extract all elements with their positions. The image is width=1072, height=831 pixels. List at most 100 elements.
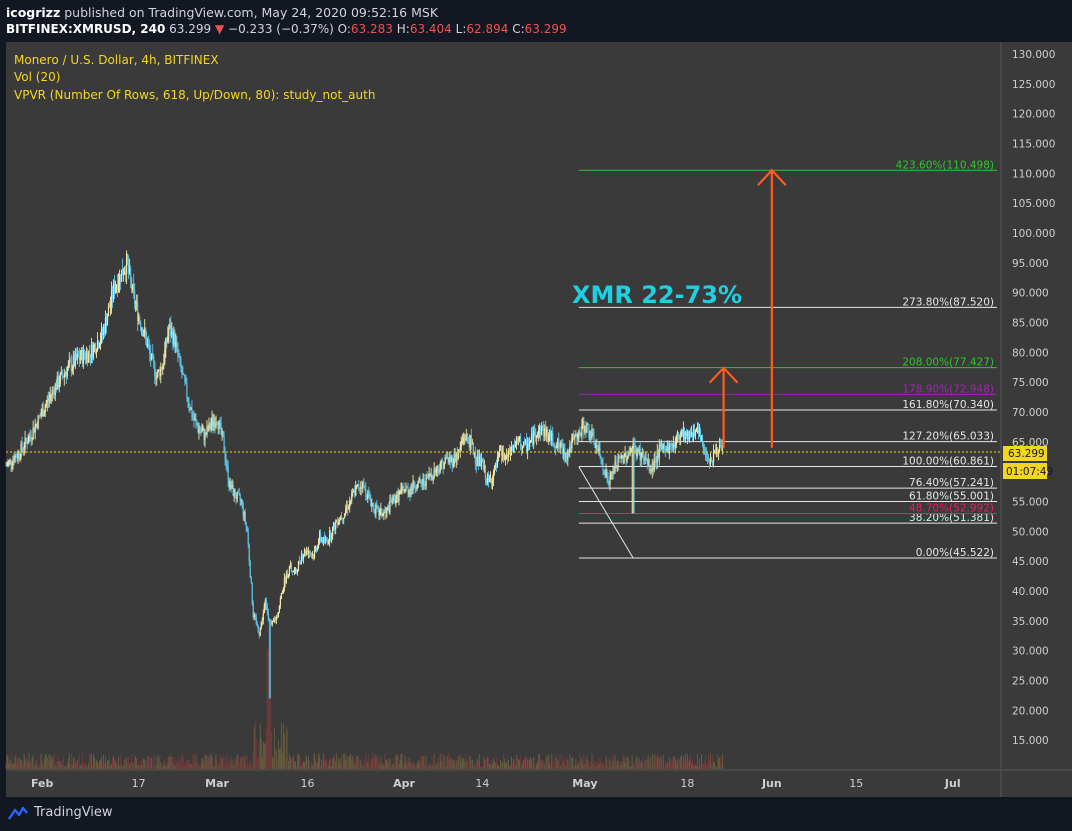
candle-body bbox=[373, 504, 375, 511]
volume-bar bbox=[508, 759, 510, 769]
legend-vpvr[interactable]: VPVR (Number Of Rows, 618, Up/Down, 80):… bbox=[14, 88, 375, 102]
candle-body bbox=[73, 356, 75, 366]
candle-body bbox=[184, 374, 186, 382]
candle-body bbox=[509, 453, 512, 455]
candle-body bbox=[493, 466, 496, 474]
volume-bar bbox=[48, 754, 50, 769]
arrow-head-icon bbox=[757, 168, 787, 187]
volume-bar bbox=[94, 762, 96, 769]
volume-bar bbox=[190, 764, 192, 769]
candle-body bbox=[176, 340, 178, 345]
volume-bar bbox=[280, 722, 282, 769]
volume-bar bbox=[509, 764, 511, 769]
volume-bar bbox=[173, 764, 175, 769]
volume-bar bbox=[29, 760, 31, 769]
candle-body bbox=[278, 605, 280, 613]
candle-body bbox=[87, 351, 90, 363]
volume-bar bbox=[319, 756, 321, 769]
candle-body bbox=[392, 495, 394, 504]
volume-bar bbox=[710, 753, 712, 769]
volume-bar bbox=[695, 766, 697, 769]
candle-body bbox=[697, 428, 700, 434]
candle-body bbox=[716, 447, 719, 455]
candle-body bbox=[646, 459, 648, 464]
candle-body bbox=[390, 499, 392, 503]
volume-bar bbox=[446, 756, 448, 769]
volume-bar bbox=[363, 760, 365, 769]
candle-body bbox=[685, 432, 688, 437]
candle-body bbox=[113, 283, 116, 293]
candle-body bbox=[552, 433, 554, 445]
volume-bar bbox=[480, 766, 482, 769]
volume-bar bbox=[504, 758, 506, 769]
candle-body bbox=[259, 627, 261, 636]
candle-body bbox=[251, 582, 253, 604]
candle-body bbox=[83, 350, 85, 356]
volume-bar bbox=[269, 649, 271, 769]
volume-bar bbox=[596, 762, 598, 769]
volume-bar bbox=[199, 764, 201, 769]
last-value: 63.299 bbox=[169, 22, 212, 36]
candle-body bbox=[241, 499, 243, 504]
volume-bar bbox=[212, 766, 214, 769]
candle-body bbox=[109, 303, 112, 308]
volume-bar bbox=[323, 753, 325, 769]
volume-bar bbox=[38, 765, 40, 769]
publish-info: icogrizz published on TradingView.com, M… bbox=[6, 5, 438, 20]
volume-bar bbox=[345, 760, 347, 769]
open-label: O: bbox=[337, 22, 351, 36]
symbol-label[interactable]: BITFINEX:XMRUSD, 240 bbox=[6, 22, 166, 36]
target-arrows[interactable] bbox=[708, 168, 787, 448]
tradingview-brand[interactable]: TradingView bbox=[34, 805, 113, 820]
time-axis[interactable]: Feb 17 Mar 16 Apr 14 May 18 Jun 15 Jul bbox=[31, 777, 961, 790]
volume-bar bbox=[592, 763, 594, 769]
volume-bar bbox=[576, 765, 578, 769]
volume-bar bbox=[106, 766, 108, 769]
volume-bar bbox=[655, 758, 657, 769]
candle-body bbox=[218, 420, 220, 429]
chart-header: icogrizz published on TradingView.com, M… bbox=[0, 0, 1072, 42]
candle-body bbox=[51, 389, 53, 395]
candle-body bbox=[561, 442, 563, 444]
volume-bar bbox=[453, 759, 455, 769]
annotation-text[interactable]: XMR 22-73% bbox=[572, 281, 742, 309]
volume-bar bbox=[719, 757, 721, 769]
price-tick-label: 65.000 bbox=[1012, 437, 1049, 449]
candle-body bbox=[630, 448, 632, 452]
legend-volume[interactable]: Vol (20) bbox=[14, 70, 60, 84]
volume-bar bbox=[355, 764, 357, 769]
candle-body bbox=[42, 408, 44, 417]
volume-bar bbox=[178, 756, 180, 769]
candle-body bbox=[212, 417, 214, 426]
volume-bar bbox=[330, 758, 332, 769]
candle-body bbox=[495, 463, 498, 467]
volume-bar bbox=[645, 760, 647, 769]
candle-body bbox=[318, 532, 321, 542]
candle-body bbox=[718, 444, 721, 451]
volume-bar bbox=[168, 756, 170, 769]
volume-bar bbox=[489, 764, 491, 769]
candle-body bbox=[192, 417, 194, 419]
candle-body bbox=[384, 511, 386, 514]
author-name[interactable]: icogrizz bbox=[6, 5, 61, 20]
candle-body bbox=[554, 445, 556, 447]
candle-body bbox=[547, 429, 549, 442]
chart-area[interactable]: 0.00%(45.522) 38.20%(51.381) 48.70%(52.992… bbox=[0, 42, 1072, 797]
candle-body bbox=[546, 429, 548, 436]
candle-body bbox=[424, 483, 426, 487]
tradingview-logo-icon[interactable] bbox=[8, 804, 28, 822]
candle-body bbox=[389, 499, 391, 513]
volume-bar bbox=[553, 766, 555, 769]
candle-body bbox=[580, 435, 582, 437]
volume-bar bbox=[535, 766, 537, 769]
price-chart[interactable]: 0.00%(45.522)38.20%(51.381)48.70%(52.992… bbox=[0, 42, 1072, 797]
candle-body bbox=[631, 448, 633, 449]
candle-body bbox=[187, 397, 189, 402]
volume-bar bbox=[456, 761, 458, 769]
fib-extension[interactable]: 0.00%(45.522)38.20%(51.381)48.70%(52.992… bbox=[578, 159, 997, 559]
candle-body bbox=[159, 369, 161, 377]
candle-body bbox=[163, 362, 165, 366]
legend-title[interactable]: Monero / U.S. Dollar, 4h, BITFINEX bbox=[14, 53, 219, 67]
candle-body bbox=[501, 451, 504, 457]
candle-body bbox=[236, 492, 238, 500]
